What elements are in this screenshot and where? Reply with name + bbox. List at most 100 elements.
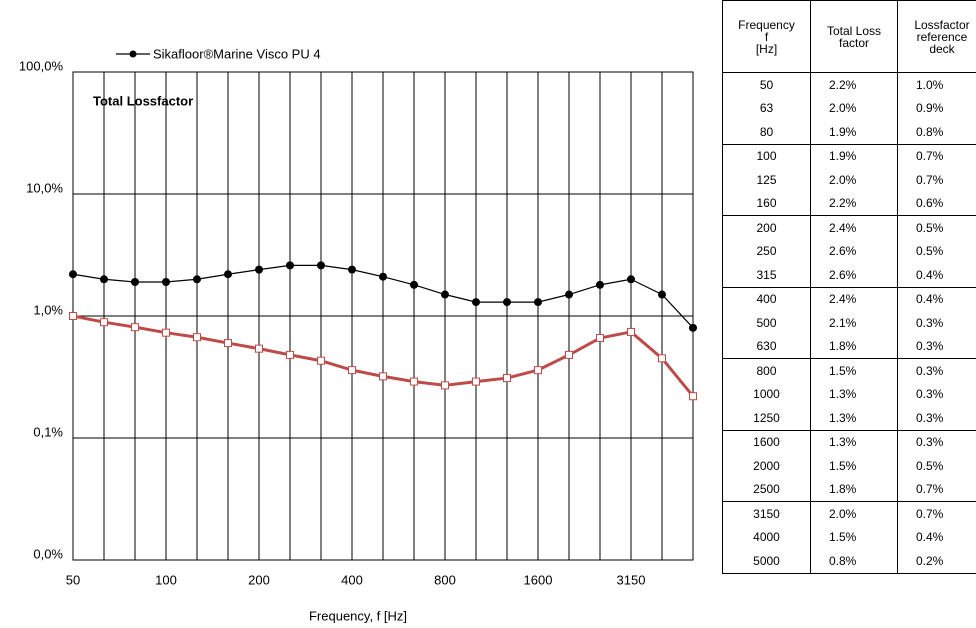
table-row: 500 2.1% 0.3% bbox=[722, 311, 976, 335]
point bbox=[565, 350, 573, 359]
x-tick-label: 1600 bbox=[524, 572, 553, 587]
table-cell: 0.5% bbox=[897, 454, 976, 478]
y-tick-label: 1,0% bbox=[33, 302, 63, 317]
data-table: Frequency f [Hz] Total Loss factor Lossfactor… bbox=[722, 0, 976, 574]
legend-marker bbox=[129, 50, 137, 58]
table-cell: 250 bbox=[722, 239, 811, 263]
table-row: 50 2.2% 1.0% bbox=[722, 72, 976, 97]
table-cell: 800 bbox=[722, 358, 811, 383]
point bbox=[131, 323, 139, 332]
point bbox=[627, 275, 635, 284]
table-row: 2000 1.5% 0.5% bbox=[722, 454, 976, 478]
table-row: 1250 1.3% 0.3% bbox=[722, 406, 976, 430]
table-cell: 1.5% bbox=[810, 525, 898, 549]
table-cell: 2.4% bbox=[810, 286, 898, 311]
table-cell: 50 bbox=[722, 72, 811, 97]
point bbox=[596, 280, 604, 289]
y-tick-label: 10,0% bbox=[26, 180, 63, 195]
point bbox=[317, 261, 325, 270]
table-row: 800 1.5% 0.3% bbox=[722, 358, 976, 383]
table-cell: 1.3% bbox=[810, 406, 898, 430]
point bbox=[224, 270, 232, 279]
table-cell: 1000 bbox=[722, 382, 811, 406]
point bbox=[658, 290, 666, 299]
table-row: 3150 2.0% 0.7% bbox=[722, 501, 976, 526]
header-cell: Total Loss factor bbox=[810, 0, 898, 73]
x-axis-label: Frequency, f [Hz] bbox=[309, 608, 407, 623]
table-row: 1600 1.3% 0.3% bbox=[722, 429, 976, 454]
table-cell: 0.4% bbox=[897, 263, 976, 287]
table-row: 400 2.4% 0.4% bbox=[722, 286, 976, 311]
header-line: Total Loss bbox=[826, 23, 882, 38]
table-cell: 1.9% bbox=[810, 120, 898, 144]
table-cell: 1.3% bbox=[810, 382, 898, 406]
table-row: 1000 1.3% 0.3% bbox=[722, 382, 976, 406]
table-cell: 2.1% bbox=[810, 311, 898, 335]
table-cell: 1.9% bbox=[810, 143, 898, 168]
point bbox=[658, 354, 666, 363]
header-cell: Frequency f [Hz] bbox=[722, 0, 811, 73]
point bbox=[162, 277, 170, 286]
point bbox=[503, 374, 511, 383]
table-cell: 100 bbox=[722, 143, 811, 168]
x-tick-label: 800 bbox=[434, 572, 456, 587]
table-cell: 1.0% bbox=[897, 72, 976, 97]
point bbox=[348, 366, 356, 375]
table-cell: 0.8% bbox=[897, 120, 976, 144]
table-cell: 0.4% bbox=[897, 286, 976, 311]
table-cell: 0.4% bbox=[897, 525, 976, 549]
legend-label: Sikafloor®Marine Visco PU 4 bbox=[153, 46, 321, 61]
point bbox=[162, 328, 170, 337]
point bbox=[69, 312, 77, 320]
header-line: reference bbox=[916, 29, 968, 44]
point bbox=[534, 366, 542, 375]
table-cell: 0.3% bbox=[897, 429, 976, 454]
point bbox=[596, 334, 604, 343]
point bbox=[441, 381, 449, 390]
header-line: [Hz] bbox=[755, 41, 778, 56]
table-cell: 1600 bbox=[722, 429, 811, 454]
x-tick-label: 100 bbox=[155, 572, 177, 587]
table-cell: 3150 bbox=[722, 501, 811, 526]
header-line: Frequency bbox=[738, 17, 795, 32]
point bbox=[131, 277, 139, 286]
table-cell: 500 bbox=[722, 311, 811, 335]
point bbox=[627, 327, 635, 336]
point bbox=[379, 372, 387, 381]
x-tick-label: 200 bbox=[248, 572, 270, 587]
header-line: deck bbox=[929, 41, 955, 56]
table-cell: 1250 bbox=[722, 406, 811, 430]
table-cell: 0.3% bbox=[897, 382, 976, 406]
table-cell: 2500 bbox=[722, 477, 811, 502]
table-cell: 1.5% bbox=[810, 454, 898, 478]
table-cell: 5000 bbox=[722, 549, 811, 574]
table-cell: 400 bbox=[722, 286, 811, 311]
table-row: 630 1.8% 0.3% bbox=[722, 334, 976, 359]
table-cell: 0.7% bbox=[897, 168, 976, 192]
point bbox=[224, 339, 232, 348]
point bbox=[348, 265, 356, 274]
table-cell: 630 bbox=[722, 334, 811, 359]
point bbox=[441, 290, 449, 299]
point bbox=[255, 344, 263, 353]
table-cell: 63 bbox=[722, 96, 811, 120]
point bbox=[100, 275, 108, 284]
header-line: factor bbox=[838, 35, 869, 50]
table-cell: 200 bbox=[722, 215, 811, 240]
table-cell: 0.7% bbox=[897, 477, 976, 502]
table-cell: 2.2% bbox=[810, 72, 898, 97]
table-cell: 0.3% bbox=[897, 406, 976, 430]
table-cell: 0.3% bbox=[897, 358, 976, 383]
table-cell: 2.0% bbox=[810, 501, 898, 526]
table-row: 100 1.9% 0.7% bbox=[722, 143, 976, 168]
y-tick-label: 100,0% bbox=[19, 58, 64, 73]
table-cell: 0.7% bbox=[897, 143, 976, 168]
table-cell: 1.3% bbox=[810, 429, 898, 454]
point bbox=[689, 323, 697, 332]
table-cell: 0.3% bbox=[897, 311, 976, 335]
point bbox=[534, 298, 542, 307]
table-cell: 1.8% bbox=[810, 334, 898, 359]
point bbox=[193, 275, 201, 284]
